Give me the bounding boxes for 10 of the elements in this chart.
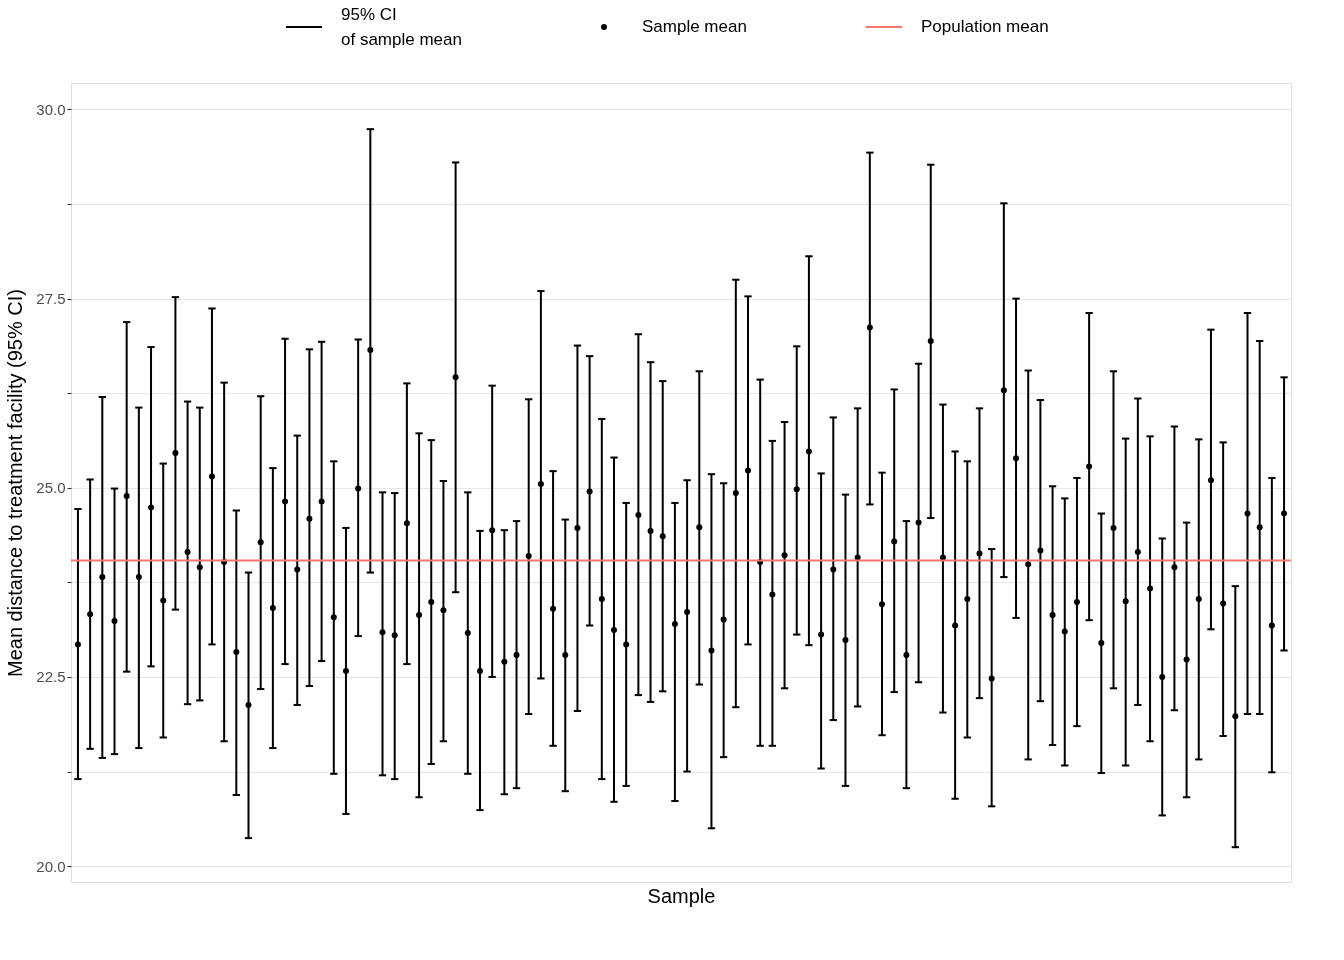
- y-tick-label: 27.5: [36, 290, 66, 308]
- legend-label: Population mean: [921, 17, 1049, 36]
- y-tick-label: 30.0: [36, 100, 66, 118]
- y-axis-title: Mean distance to treatment facility (95% CI): [4, 289, 27, 677]
- y-tick-label: 25.0: [36, 479, 66, 497]
- y-tick-label: 22.5: [36, 668, 66, 686]
- legend-label: Sample mean: [642, 17, 747, 36]
- x-axis-title: Sample: [647, 884, 716, 907]
- y-tick-label: 20.0: [36, 857, 66, 875]
- text: 95% CI of sample mean: [341, 4, 462, 49]
